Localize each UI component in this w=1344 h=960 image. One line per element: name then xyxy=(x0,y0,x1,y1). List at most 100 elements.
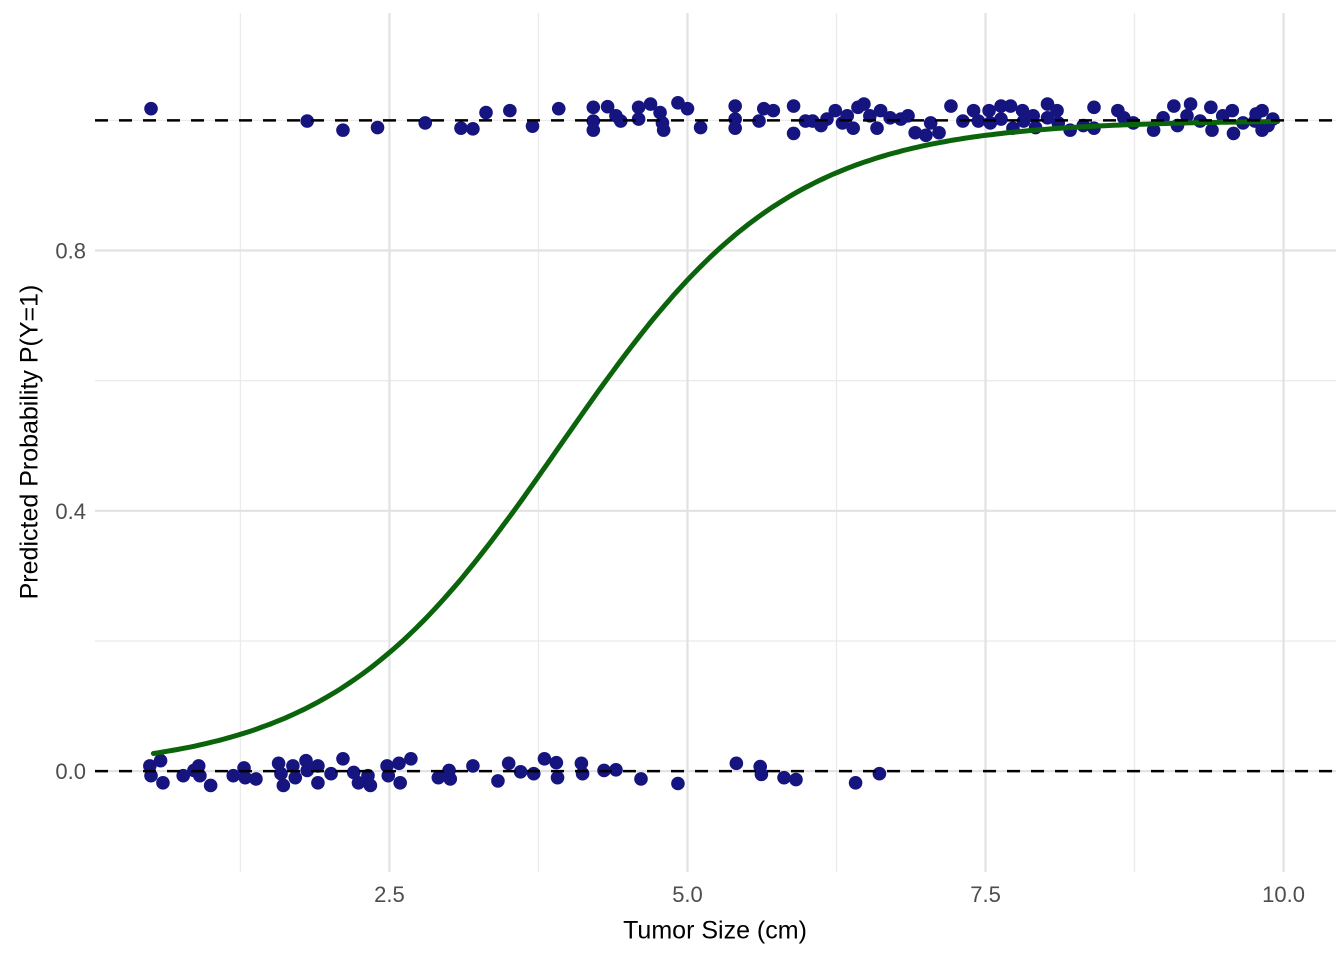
data-point-observations-outcome-0 xyxy=(153,753,168,768)
data-point-observations-outcome-0 xyxy=(872,766,887,781)
data-point-observations-outcome-0 xyxy=(526,766,541,781)
data-point-observations-outcome-1 xyxy=(728,121,742,135)
data-point-observations-outcome-0 xyxy=(404,751,418,766)
data-point-observations-outcome-0 xyxy=(288,770,303,785)
data-point-observations-outcome-0 xyxy=(671,776,685,791)
data-point-observations-outcome-1 xyxy=(503,103,517,118)
data-point-observations-outcome-1 xyxy=(643,97,658,111)
x-tick-label: 10.0 xyxy=(1262,882,1305,907)
data-point-observations-outcome-1 xyxy=(1183,97,1198,111)
data-point-observations-outcome-1 xyxy=(786,126,801,141)
data-point-observations-outcome-1 xyxy=(873,103,888,118)
data-point-observations-outcome-1 xyxy=(1204,100,1218,115)
data-point-observations-outcome-1 xyxy=(923,116,938,130)
data-point-observations-outcome-0 xyxy=(729,756,744,771)
data-point-observations-outcome-1 xyxy=(613,114,628,128)
data-point-observations-outcome-1 xyxy=(994,99,1008,113)
data-point-observations-outcome-0 xyxy=(574,756,589,771)
y-tick-label: 0.0 xyxy=(55,759,86,784)
data-point-observations-outcome-1 xyxy=(418,116,433,130)
data-point-observations-outcome-1 xyxy=(982,103,996,118)
data-point-observations-outcome-1 xyxy=(479,105,493,120)
data-point-observations-outcome-0 xyxy=(226,768,241,783)
data-point-observations-outcome-0 xyxy=(575,766,590,781)
data-point-observations-outcome-1 xyxy=(752,114,766,128)
data-point-observations-outcome-0 xyxy=(300,763,314,778)
data-point-observations-outcome-0 xyxy=(634,772,648,786)
data-point-observations-outcome-0 xyxy=(609,763,623,777)
data-point-observations-outcome-0 xyxy=(351,776,366,790)
data-point-observations-outcome-1 xyxy=(656,123,671,137)
data-point-observations-outcome-1 xyxy=(1167,99,1181,113)
data-point-observations-outcome-1 xyxy=(680,101,695,116)
data-point-observations-outcome-0 xyxy=(537,751,552,766)
data-point-observations-outcome-1 xyxy=(1003,99,1018,113)
data-point-observations-outcome-1 xyxy=(828,103,843,118)
data-point-observations-outcome-0 xyxy=(501,756,516,771)
data-point-observations-outcome-0 xyxy=(311,776,325,790)
data-point-observations-outcome-1 xyxy=(1040,97,1055,111)
data-point-observations-outcome-0 xyxy=(346,765,361,780)
data-point-observations-outcome-0 xyxy=(513,764,528,779)
data-point-observations-outcome-1 xyxy=(932,125,946,140)
data-point-observations-outcome-1 xyxy=(551,101,566,116)
data-point-observations-outcome-1 xyxy=(525,119,540,134)
data-point-observations-outcome-1 xyxy=(454,121,468,135)
data-point-observations-outcome-1 xyxy=(300,114,314,128)
data-point-observations-outcome-1 xyxy=(1146,123,1161,137)
data-point-observations-outcome-1 xyxy=(944,99,958,113)
data-point-observations-outcome-1 xyxy=(919,128,933,143)
data-point-observations-outcome-0 xyxy=(754,767,769,782)
data-point-observations-outcome-0 xyxy=(363,778,378,793)
data-point-observations-outcome-1 xyxy=(908,125,922,140)
y-axis-title: Predicted Probability P(Y=1) xyxy=(15,284,44,600)
data-point-observations-outcome-1 xyxy=(966,103,981,118)
data-point-observations-outcome-1 xyxy=(586,123,601,137)
data-point-observations-outcome-1 xyxy=(786,99,801,113)
data-point-observations-outcome-1 xyxy=(1205,123,1219,137)
data-point-observations-outcome-0 xyxy=(549,755,564,770)
logistic-fit-curve xyxy=(150,119,1281,756)
data-point-observations-outcome-1 xyxy=(653,105,667,120)
data-point-observations-outcome-1 xyxy=(1225,103,1240,118)
data-point-observations-outcome-1 xyxy=(631,112,646,126)
data-point-observations-outcome-0 xyxy=(249,772,263,786)
data-point-observations-outcome-1 xyxy=(144,101,158,116)
data-point-observations-outcome-0 xyxy=(271,756,286,771)
x-tick-label: 2.5 xyxy=(374,882,405,907)
data-point-observations-outcome-0 xyxy=(324,766,338,781)
data-point-observations-outcome-1 xyxy=(370,120,385,135)
data-point-observations-outcome-1 xyxy=(857,97,871,111)
data-point-observations-outcome-1 xyxy=(766,103,781,118)
data-point-observations-outcome-0 xyxy=(393,776,407,790)
data-point-observations-outcome-1 xyxy=(846,121,860,135)
y-tick-label: 0.8 xyxy=(55,239,86,264)
x-tick-label: 5.0 xyxy=(672,882,703,907)
data-point-observations-outcome-1 xyxy=(586,100,601,115)
data-point-observations-outcome-1 xyxy=(870,121,884,135)
data-point-observations-outcome-1 xyxy=(466,122,480,136)
data-point-observations-outcome-1 xyxy=(820,112,834,126)
y-tick-label: 0.4 xyxy=(55,499,86,524)
data-point-observations-outcome-0 xyxy=(789,772,803,787)
data-point-observations-outcome-1 xyxy=(631,100,646,115)
data-point-observations-outcome-0 xyxy=(431,770,446,785)
data-point-observations-outcome-0 xyxy=(203,778,218,793)
data-point-observations-outcome-1 xyxy=(1226,126,1241,141)
data-point-observations-outcome-1 xyxy=(994,112,1008,126)
data-point-observations-outcome-0 xyxy=(336,751,350,766)
data-point-observations-outcome-0 xyxy=(392,756,406,771)
data-point-observations-outcome-1 xyxy=(1050,103,1064,118)
data-point-observations-outcome-0 xyxy=(550,770,565,785)
data-point-observations-outcome-1 xyxy=(600,99,615,114)
data-point-observations-outcome-1 xyxy=(1040,110,1055,125)
data-point-observations-outcome-0 xyxy=(238,770,253,785)
data-point-observations-outcome-1 xyxy=(336,123,350,137)
data-point-observations-outcome-1 xyxy=(1255,103,1269,118)
data-point-observations-outcome-0 xyxy=(156,776,170,790)
x-axis-title: Tumor Size (cm) xyxy=(623,916,807,945)
x-tick-label: 7.5 xyxy=(970,882,1001,907)
data-point-observations-outcome-0 xyxy=(491,774,505,788)
